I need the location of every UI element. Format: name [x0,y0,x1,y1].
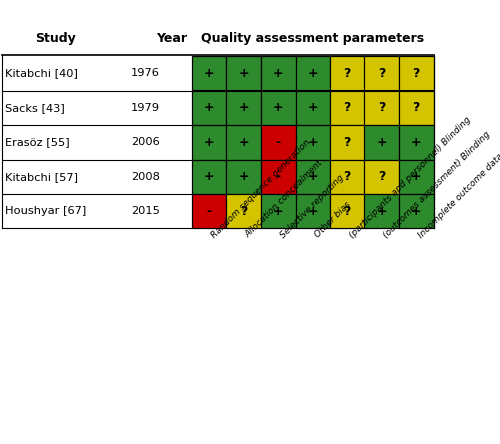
Text: ?: ? [344,101,351,114]
Text: ?: ? [240,205,248,218]
Bar [226,194,261,229]
Bar [330,56,364,91]
Bar [296,91,330,125]
Text: +: + [204,67,214,80]
Text: -: - [206,205,212,218]
Text: +: + [273,101,283,114]
Bar [364,125,399,159]
Bar [261,125,296,159]
Text: 2015: 2015 [131,206,160,216]
Text: +: + [238,136,249,149]
Text: ?: ? [378,101,386,114]
Text: -: - [276,170,281,183]
Text: +: + [238,67,249,80]
Text: +: + [204,101,214,114]
Text: +: + [238,170,249,183]
Bar [261,159,296,194]
Text: ?: ? [412,67,420,80]
Text: Other bias: Other bias [313,200,352,240]
Text: 2006: 2006 [131,137,160,147]
Text: ?: ? [378,170,386,183]
Text: ?: ? [412,101,420,114]
Bar [399,56,434,91]
Bar [399,91,434,125]
Text: +: + [376,136,387,149]
Text: Selective reporting: Selective reporting [278,173,345,240]
Bar [226,159,261,194]
Text: Houshyar [67]: Houshyar [67] [5,206,86,216]
Text: ?: ? [344,67,351,80]
Bar [330,125,364,159]
Bar [399,159,434,194]
Bar [261,91,296,125]
Bar [399,125,434,159]
Bar [296,125,330,159]
Bar [296,159,330,194]
Text: -: - [276,136,281,149]
Bar [226,56,261,91]
Bar [364,91,399,125]
Text: +: + [204,136,214,149]
Text: ?: ? [344,170,351,183]
Text: +: + [411,170,422,183]
Bar [296,56,330,91]
Text: Study: Study [34,32,76,44]
Bar [364,56,399,91]
Bar [226,91,261,125]
Bar [192,194,226,229]
Bar [192,125,226,159]
Bar [399,194,434,229]
Text: +: + [411,136,422,149]
Bar [226,125,261,159]
Bar [330,91,364,125]
Text: +: + [273,205,283,218]
Bar [261,56,296,91]
Bar [296,194,330,229]
Bar [192,159,226,194]
Text: Random sequence generation: Random sequence generation [209,138,312,240]
Text: +: + [411,205,422,218]
Text: 1979: 1979 [131,103,160,113]
Text: (outcomes assessment) Blinding: (outcomes assessment) Blinding [382,130,492,240]
Bar [192,91,226,125]
Bar [261,194,296,229]
Text: 2008: 2008 [131,172,160,182]
Text: ?: ? [344,205,351,218]
Text: +: + [204,170,214,183]
Bar [192,56,226,91]
Text: ?: ? [344,136,351,149]
Text: +: + [238,101,249,114]
Text: +: + [308,205,318,218]
Text: +: + [308,67,318,80]
Text: +: + [308,136,318,149]
Text: Year: Year [156,32,188,44]
Text: Allocation concealment: Allocation concealment [244,159,324,240]
Text: Kitabchi [40]: Kitabchi [40] [5,68,78,78]
Text: Incomplete outcome data: Incomplete outcome data [416,151,500,240]
Bar [364,194,399,229]
Bar [330,194,364,229]
Text: 1976: 1976 [131,68,160,78]
Text: ?: ? [378,67,386,80]
Text: +: + [273,67,283,80]
Text: Sacks [43]: Sacks [43] [5,103,65,113]
Text: +: + [308,170,318,183]
Text: Kitabchi [57]: Kitabchi [57] [5,172,78,182]
Bar [330,159,364,194]
Text: (participants and personnel) Blinding: (participants and personnel) Blinding [347,115,472,240]
Text: Quality assessment parameters: Quality assessment parameters [201,32,424,44]
Text: +: + [308,101,318,114]
Bar [364,159,399,194]
Text: Erasöz [55]: Erasöz [55] [5,137,70,147]
Text: +: + [376,205,387,218]
